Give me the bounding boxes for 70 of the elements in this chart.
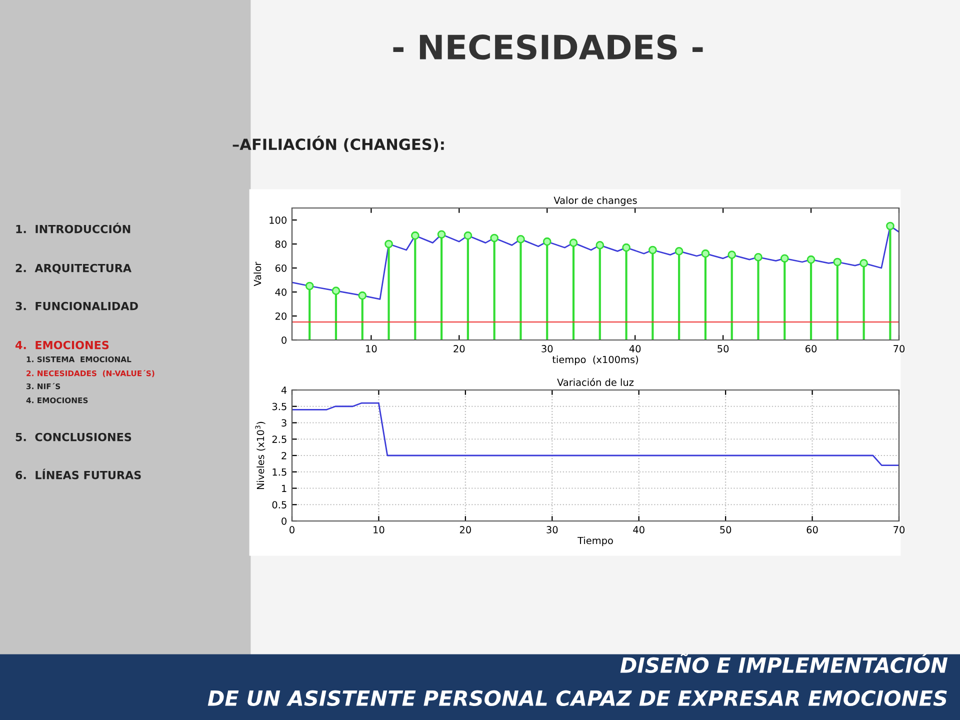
y-tick-label: 1.5 bbox=[272, 468, 286, 476]
y-tick-label: 0.5 bbox=[272, 501, 286, 508]
x-axis-title: Tiempo bbox=[578, 536, 613, 546]
point bbox=[490, 234, 498, 242]
point bbox=[648, 246, 657, 254]
point bbox=[542, 237, 552, 246]
y-tick-label: 4 bbox=[281, 386, 287, 394]
y-tick-label: 2.5 bbox=[272, 436, 286, 443]
point bbox=[728, 250, 736, 259]
point bbox=[410, 231, 420, 240]
point bbox=[833, 258, 842, 266]
x-tick-label: 60 bbox=[806, 526, 818, 534]
point bbox=[332, 286, 340, 295]
text: 4. EMOCIONES bbox=[16, 340, 109, 350]
y-tick-label: 100 bbox=[270, 216, 286, 224]
x-tick-label: 10 bbox=[366, 345, 377, 352]
x-tick-label: 30 bbox=[542, 345, 553, 352]
point bbox=[437, 230, 446, 239]
point bbox=[305, 282, 314, 290]
y-tick-label: 1 bbox=[282, 484, 286, 492]
text: 3. FUNCIONALIDAD bbox=[16, 302, 138, 310]
chart-title: Variación de luz bbox=[557, 378, 634, 386]
y-tick-label: 40 bbox=[275, 288, 286, 296]
point bbox=[622, 243, 630, 252]
text: –AFILIACIÓN (CHANGES): bbox=[232, 136, 444, 152]
y-tick-label: 0 bbox=[282, 336, 286, 344]
text: DE UN ASISTENTE PERSONAL CAPAZ DE EXPRESAR EMOCIONES bbox=[208, 690, 947, 706]
point bbox=[806, 255, 816, 264]
point bbox=[886, 222, 894, 230]
x-tick-label: 70 bbox=[894, 345, 905, 352]
y-tick-label: 3 bbox=[282, 419, 286, 427]
point bbox=[596, 241, 604, 250]
y-tick-label: 60 bbox=[275, 264, 286, 272]
point bbox=[780, 254, 789, 263]
chart-title: Valor de changes bbox=[554, 196, 637, 206]
text: - NECESIDADES - bbox=[393, 34, 703, 60]
point bbox=[674, 247, 684, 256]
y-axis-title: Niveles (x10$^{3}$) bbox=[255, 422, 266, 490]
point bbox=[464, 231, 472, 240]
x-tick-label: 60 bbox=[806, 345, 817, 352]
x-tick-label: 70 bbox=[894, 526, 905, 534]
y-tick-label: 80 bbox=[275, 240, 286, 248]
text: 6. LÍNEAS FUTURAS bbox=[16, 468, 141, 480]
text: 2. ARQUITECTURA bbox=[16, 264, 132, 274]
y-tick-label: 0 bbox=[282, 517, 286, 525]
point bbox=[754, 253, 762, 262]
y-axis-title: Valor bbox=[254, 262, 262, 286]
x-tick-label: 50 bbox=[718, 345, 729, 352]
x-tick-label: 0 bbox=[290, 526, 294, 534]
point bbox=[358, 291, 367, 300]
y-tick-label: 20 bbox=[275, 312, 286, 320]
line-series bbox=[292, 402, 899, 466]
point bbox=[569, 238, 578, 247]
x-tick-label: 50 bbox=[720, 526, 732, 534]
text: 5. CONCLUSIONES bbox=[16, 432, 132, 442]
text: 1. INTRODUCCIÓN bbox=[16, 222, 130, 234]
point bbox=[860, 259, 868, 268]
y-tick-label: 2 bbox=[282, 452, 286, 460]
x-axis-title: tiempo (x100ms) bbox=[552, 356, 638, 366]
point bbox=[384, 240, 393, 248]
x-tick-label: 20 bbox=[460, 526, 471, 534]
x-tick-label: 30 bbox=[546, 526, 558, 534]
point bbox=[516, 235, 525, 244]
y-tick-label: 3.5 bbox=[272, 402, 286, 410]
text: DISEÑO E IMPLEMENTACIÓN bbox=[620, 653, 948, 674]
x-tick-label: 10 bbox=[374, 526, 384, 534]
x-tick-label: 40 bbox=[633, 526, 644, 534]
point bbox=[701, 249, 710, 258]
x-tick-label: 40 bbox=[629, 345, 641, 352]
x-tick-label: 20 bbox=[454, 345, 465, 352]
